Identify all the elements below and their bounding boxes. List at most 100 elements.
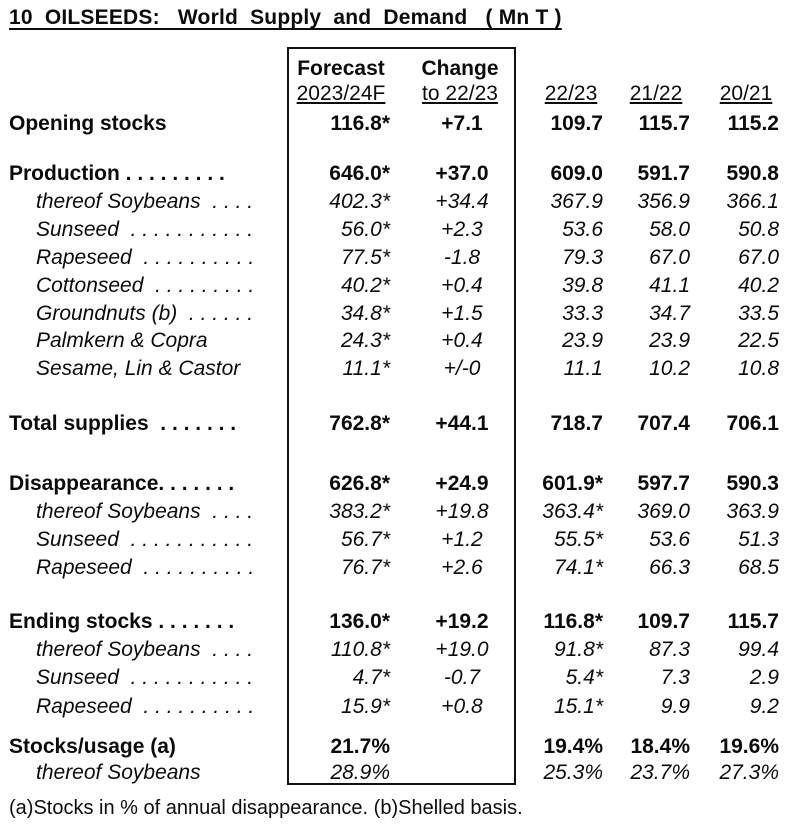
cell-22-23: 15.1* bbox=[553, 695, 603, 718]
header-forecast-year: 2023/24F bbox=[296, 82, 386, 105]
table-row-thereof-soybeans: thereof Soybeans 28.9% 25.3% 23.7% 27.3% bbox=[0, 759, 794, 787]
cell-21-22: 356.9 bbox=[637, 190, 690, 213]
header-year-21-22: 21/22 bbox=[629, 82, 683, 105]
cell-22-23: 39.8 bbox=[562, 274, 603, 297]
row-label: Sesame, Lin & Castor bbox=[36, 357, 241, 380]
cell-forecast: 11.1* bbox=[342, 357, 391, 380]
table-row-sunseed: Sunseed . . . . . . . . . . . 56.0* +2.3 53… bbox=[0, 216, 794, 244]
cell-forecast: 762.8* bbox=[329, 412, 390, 435]
row-label: Sunseed . . . . . . . . . . . bbox=[36, 528, 254, 551]
cell-change: +0.4 bbox=[441, 274, 483, 297]
cell-forecast: 4.7* bbox=[352, 666, 390, 689]
header-change-ref: to 22/23 bbox=[422, 82, 498, 105]
cell-change: +34.4 bbox=[435, 190, 489, 213]
row-label: Sunseed . . . . . . . . . . . bbox=[36, 666, 254, 689]
cell-22-23: 5.4* bbox=[565, 666, 603, 689]
cell-21-22: 9.9 bbox=[660, 695, 690, 718]
row-label: Sunseed . . . . . . . . . . . bbox=[36, 218, 254, 241]
cell-change: +/-0 bbox=[443, 357, 481, 380]
cell-21-22: 115.7 bbox=[638, 112, 690, 135]
row-label: Total supplies . . . . . . . bbox=[9, 412, 237, 435]
cell-22-23: 609.0 bbox=[550, 162, 603, 185]
table-row-disappearance: Disappearance. . . . . . . 626.8* +24.9 601… bbox=[0, 470, 794, 498]
table-row-stocks-usage-a: Stocks/usage (a) 21.7% 19.4% 18.4% 19.6% bbox=[0, 733, 794, 761]
cell-21-22: 597.7 bbox=[637, 472, 690, 495]
cell-change: +19.8 bbox=[435, 500, 489, 523]
cell-20-21: 115.2 bbox=[727, 112, 779, 135]
cell-change: +2.3 bbox=[441, 218, 483, 241]
cell-change: +1.2 bbox=[441, 528, 483, 551]
cell-21-22: 369.0 bbox=[637, 500, 690, 523]
table-row-palmkern-copra: Palmkern & Copra 24.3* +0.4 23.9 23.9 22.5 bbox=[0, 327, 794, 355]
cell-22-23: 79.3 bbox=[562, 246, 603, 269]
cell-21-22: 18.4% bbox=[630, 735, 690, 758]
cell-20-21: 366.1 bbox=[726, 190, 779, 213]
cell-21-22: 707.4 bbox=[637, 412, 690, 435]
table-row-thereof-soybeans: thereof Soybeans . . . . 110.8* +19.0 91.8*… bbox=[0, 636, 794, 664]
table-row-thereof-soybeans: thereof Soybeans . . . . 383.2* +19.8 363.4… bbox=[0, 498, 794, 526]
cell-22-23: 718.7 bbox=[550, 412, 603, 435]
row-label: Stocks/usage (a) bbox=[9, 735, 176, 758]
cell-change: +37.0 bbox=[435, 162, 489, 185]
cell-change: +1.5 bbox=[441, 302, 483, 325]
table-row-rapeseed: Rapeseed . . . . . . . . . . 76.7* +2.6 74.… bbox=[0, 554, 794, 582]
row-label: thereof Soybeans . . . . bbox=[36, 500, 254, 523]
cell-21-22: 23.9 bbox=[649, 329, 690, 352]
table-row-cottonseed: Cottonseed . . . . . . . . . 40.2* +0.4 39.… bbox=[0, 272, 794, 300]
header-year-22-23: 22/23 bbox=[544, 82, 598, 105]
cell-21-22: 66.3 bbox=[649, 556, 690, 579]
cell-20-21: 22.5 bbox=[738, 329, 779, 352]
cell-22-23: 55.5* bbox=[553, 528, 603, 551]
cell-change: +0.4 bbox=[441, 329, 483, 352]
cell-22-23: 109.7 bbox=[550, 112, 603, 135]
row-label: Palmkern & Copra bbox=[36, 329, 208, 352]
cell-forecast: 24.3* bbox=[340, 329, 390, 352]
table-row-production: Production . . . . . . . . . 646.0* +37.0 6… bbox=[0, 160, 794, 188]
cell-20-21: 50.8 bbox=[738, 218, 779, 241]
cell-20-21: 10.8 bbox=[738, 357, 779, 380]
cell-20-21: 2.9 bbox=[749, 666, 779, 689]
cell-20-21: 33.5 bbox=[738, 302, 779, 325]
cell-change: +44.1 bbox=[435, 412, 489, 435]
row-label: Rapeseed . . . . . . . . . . bbox=[36, 246, 255, 269]
cell-20-21: 27.3% bbox=[719, 761, 779, 784]
cell-21-22: 10.2 bbox=[649, 357, 690, 380]
row-label: Rapeseed . . . . . . . . . . bbox=[36, 556, 255, 579]
cell-forecast: 56.7* bbox=[340, 528, 390, 551]
cell-20-21: 590.3 bbox=[726, 472, 779, 495]
cell-21-22: 41.1 bbox=[649, 274, 690, 297]
footnote: (a)Stocks in % of annual disappearance. … bbox=[9, 797, 523, 819]
cell-20-21: 115.7 bbox=[727, 610, 779, 633]
cell-20-21: 51.3 bbox=[738, 528, 779, 551]
cell-22-23: 116.8* bbox=[543, 610, 603, 633]
cell-22-23: 33.3 bbox=[562, 302, 603, 325]
cell-22-23: 25.3% bbox=[543, 761, 603, 784]
cell-change: +0.8 bbox=[441, 695, 483, 718]
table-row-ending-stocks: Ending stocks . . . . . . . 136.0* +19.2 11… bbox=[0, 608, 794, 636]
row-label: Opening stocks bbox=[9, 112, 167, 135]
table-row-thereof-soybeans: thereof Soybeans . . . . 402.3* +34.4 367.9… bbox=[0, 188, 794, 216]
cell-21-22: 53.6 bbox=[649, 528, 690, 551]
cell-forecast: 77.5* bbox=[340, 246, 390, 269]
cell-22-23: 23.9 bbox=[562, 329, 603, 352]
row-label: Disappearance. . . . . . . bbox=[9, 472, 235, 495]
row-label: thereof Soybeans . . . . bbox=[36, 190, 254, 213]
cell-change: +7.1 bbox=[441, 112, 483, 135]
cell-forecast: 21.7% bbox=[330, 735, 390, 758]
table-row-total-supplies: Total supplies . . . . . . . 762.8* +44.1 7… bbox=[0, 410, 794, 438]
cell-21-22: 87.3 bbox=[649, 638, 690, 661]
table-row-rapeseed: Rapeseed . . . . . . . . . . 15.9* +0.8 15.… bbox=[0, 693, 794, 721]
cell-forecast: 15.9* bbox=[340, 695, 390, 718]
table-row-rapeseed: Rapeseed . . . . . . . . . . 77.5* -1.8 79.… bbox=[0, 244, 794, 272]
forecast-column-frame bbox=[287, 47, 516, 785]
header-forecast: Forecast bbox=[297, 57, 385, 80]
cell-forecast: 626.8* bbox=[329, 472, 390, 495]
table-row-sesame-lin-castor: Sesame, Lin & Castor 11.1* +/-0 11.1 10.2 10.… bbox=[0, 355, 794, 383]
cell-forecast: 383.2* bbox=[329, 500, 390, 523]
cell-21-22: 7.3 bbox=[660, 666, 690, 689]
cell-22-23: 53.6 bbox=[562, 218, 603, 241]
cell-22-23: 91.8* bbox=[553, 638, 603, 661]
cell-22-23: 11.1 bbox=[563, 357, 603, 380]
row-label: Production . . . . . . . . . bbox=[9, 162, 225, 185]
cell-20-21: 9.2 bbox=[749, 695, 779, 718]
